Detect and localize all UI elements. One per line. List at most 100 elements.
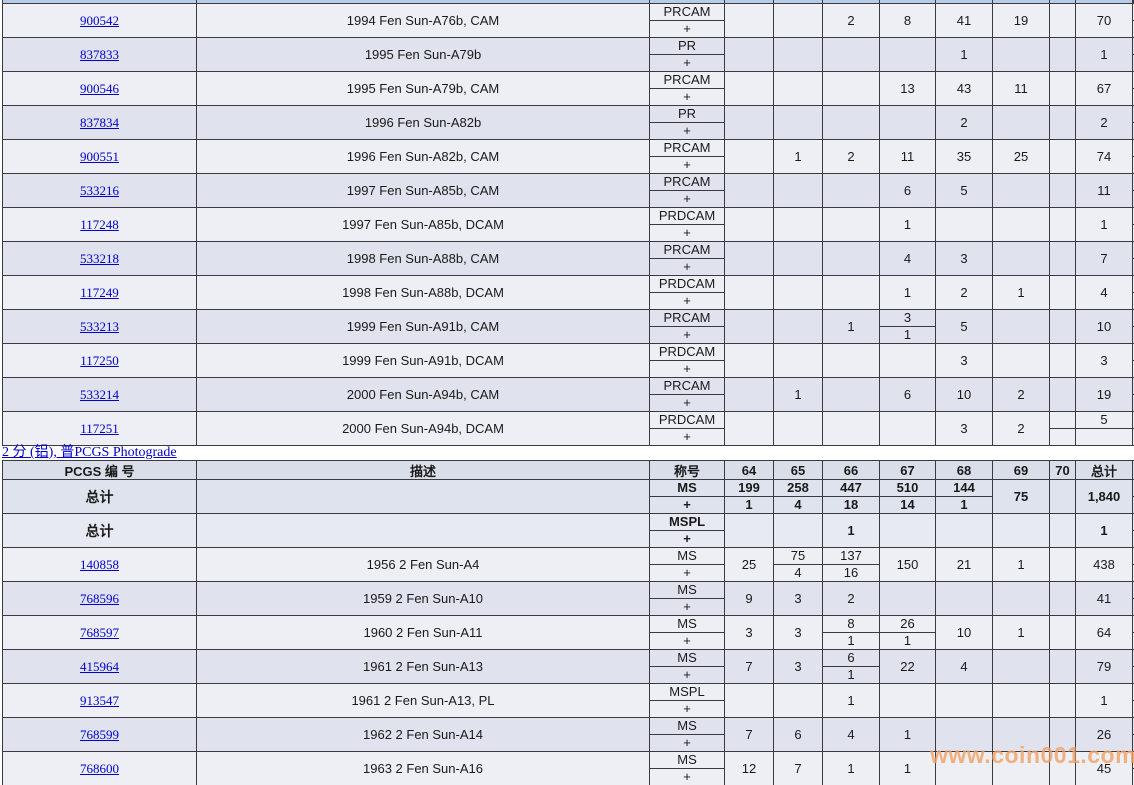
table-row: 5332161997 Fen Sun-A85b, CAMPRCAM+6511 [3, 174, 1134, 208]
pcgs-number-link[interactable]: 117249 [80, 285, 119, 301]
description-cell: 1996 Fen Sun-A82b [197, 106, 650, 139]
pcgs-number-link[interactable]: 117248 [80, 217, 119, 233]
grade-count-cell [1050, 38, 1076, 71]
table-row: 1172481997 Fen Sun-A85b, DCAMPRDCAM+11 [3, 208, 1134, 242]
grade-count-cell: 41 [936, 4, 993, 37]
section-link-2fen-photograde[interactable]: 2 分 (铝), 普PCGS Photograde [2, 446, 177, 460]
grade-count-cell: 2584 [774, 480, 823, 513]
pcgs-number-link[interactable]: 913547 [80, 693, 119, 709]
table-row: 7685971960 2 Fen Sun-A11MS+338126110164 [3, 616, 1134, 650]
grade-count-cell [823, 38, 880, 71]
grade-count-cell [774, 4, 823, 37]
grade-count-cell [725, 378, 774, 411]
grade-count-cell: 11 [993, 72, 1050, 105]
pcgs-number-link[interactable]: 533216 [80, 183, 119, 199]
pcgs-number-cell: 913547 [3, 684, 197, 717]
designation-cell: PRDCAM+ [650, 412, 725, 445]
pcgs-number-link[interactable]: 140858 [80, 557, 119, 573]
strip-cell [1076, 0, 1133, 3]
pcgs-number-link[interactable]: 533218 [80, 251, 119, 267]
description-cell: 1997 Fen Sun-A85b, CAM [197, 174, 650, 207]
grade-count-cell: 75 [993, 480, 1050, 513]
pcgs-number-cell: 768600 [3, 752, 197, 785]
pcgs-number-link[interactable]: 415964 [80, 659, 119, 675]
grade-count-cell: 150 [880, 548, 936, 581]
grade-count-cell: 1 [823, 310, 880, 343]
header-cell: 称号 [650, 461, 725, 479]
totals-row: 总计MSPL+11 [3, 514, 1134, 548]
pcgs-number-cell: 837833 [3, 38, 197, 71]
grade-count-cell [880, 38, 936, 71]
grade-count-cell [993, 650, 1050, 683]
grade-count-cell [823, 72, 880, 105]
grade-count-cell: 64 [1076, 616, 1133, 649]
grade-count-cell [823, 106, 880, 139]
pcgs-number-link[interactable]: 900546 [80, 81, 119, 97]
pcgs-number-cell: 533213 [3, 310, 197, 343]
grade-count-cell [725, 174, 774, 207]
grade-count-cell [1050, 140, 1076, 173]
pcgs-number-link[interactable]: 837834 [80, 115, 119, 131]
pcgs-number-link[interactable]: 900551 [80, 149, 119, 165]
grade-count-cell: 25 [993, 140, 1050, 173]
grade-count-cell [1050, 208, 1076, 241]
table-row: 8378341996 Fen Sun-A82bPR+22 [3, 106, 1134, 140]
grade-count-cell [725, 412, 774, 445]
pcgs-number-cell: 768599 [3, 718, 197, 751]
grade-count-cell [774, 242, 823, 275]
description-cell: 1963 2 Fen Sun-A16 [197, 752, 650, 785]
grade-count-cell: 2 [823, 4, 880, 37]
header-cell: 70 [1050, 461, 1076, 479]
grade-count-cell [1050, 412, 1076, 445]
grade-count-cell [1050, 310, 1076, 343]
grade-count-cell: 1 [1076, 514, 1133, 547]
description-cell: 1995 Fen Sun-A79b [197, 38, 650, 71]
grade-count-cell [725, 208, 774, 241]
designation-cell: MSPL+ [650, 514, 725, 547]
pcgs-number-link[interactable]: 768600 [80, 761, 119, 777]
grade-count-cell [725, 684, 774, 717]
pcgs-number-link[interactable]: 533214 [80, 387, 119, 403]
description-cell: 1961 2 Fen Sun-A13, PL [197, 684, 650, 717]
grade-count-cell [725, 4, 774, 37]
grade-count-cell: 3 [774, 616, 823, 649]
grade-count-cell: 754 [774, 548, 823, 581]
designation-cell: PRDCAM+ [650, 276, 725, 309]
designation-cell: PRCAM+ [650, 72, 725, 105]
pcgs-number-link[interactable]: 768599 [80, 727, 119, 743]
description-cell: 2000 Fen Sun-A94b, DCAM [197, 412, 650, 445]
grade-count-cell: 438 [1076, 548, 1133, 581]
pcgs-number-link[interactable]: 117250 [80, 353, 119, 369]
description-cell: 1999 Fen Sun-A91b, DCAM [197, 344, 650, 377]
grade-count-cell: 10 [936, 616, 993, 649]
description-cell: 1999 Fen Sun-A91b, CAM [197, 310, 650, 343]
pcgs-number-link[interactable]: 768596 [80, 591, 119, 607]
grade-count-cell [823, 344, 880, 377]
grade-count-cell [880, 106, 936, 139]
header-cell: 66 [823, 461, 880, 479]
pcgs-number-link[interactable]: 533213 [80, 319, 119, 335]
grade-count-cell: 7 [725, 718, 774, 751]
table-row: 1172512000 Fen Sun-A94b, DCAMPRDCAM+325 [3, 412, 1134, 446]
grade-count-cell: 61 [823, 650, 880, 683]
pcgs-number-link[interactable]: 837833 [80, 47, 119, 63]
grade-count-cell [774, 38, 823, 71]
pcgs-number-link[interactable]: 900542 [80, 13, 119, 29]
pcgs-number-link[interactable]: 768597 [80, 625, 119, 641]
grade-count-cell [725, 242, 774, 275]
pcgs-number-cell: 768596 [3, 582, 197, 615]
pcgs-number-cell: 117249 [3, 276, 197, 309]
description-cell: 1959 2 Fen Sun-A10 [197, 582, 650, 615]
table-row: 7686001963 2 Fen Sun-A16MS+1271145 [3, 752, 1134, 785]
pcgs-number-cell: 837834 [3, 106, 197, 139]
designation-cell: MS+ [650, 718, 725, 751]
table-row: 1408581956 2 Fen Sun-A4MS+25754137161502… [3, 548, 1134, 582]
header-cell: 描述 [197, 461, 650, 479]
header-cell: PCGS 编 号 [3, 461, 197, 479]
grade-count-cell: 1 [1076, 684, 1133, 717]
pcgs-number-cell: 900542 [3, 4, 197, 37]
grade-count-cell: 31 [880, 310, 936, 343]
pcgs-number-link[interactable]: 117251 [80, 421, 119, 437]
grade-count-cell: 1441 [936, 480, 993, 513]
grade-count-cell [1050, 514, 1076, 547]
